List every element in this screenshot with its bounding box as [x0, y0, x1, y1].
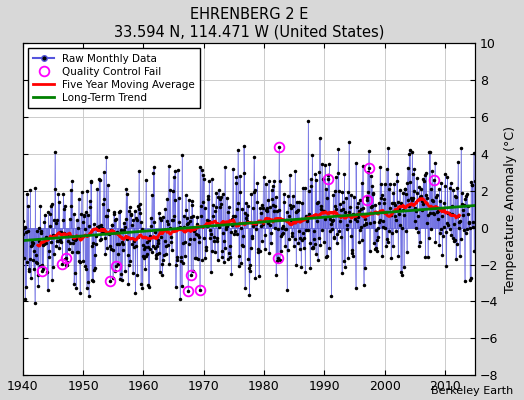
Text: Berkeley Earth: Berkeley Earth — [431, 386, 514, 396]
Legend: Raw Monthly Data, Quality Control Fail, Five Year Moving Average, Long-Term Tren: Raw Monthly Data, Quality Control Fail, … — [28, 48, 200, 108]
Title: EHRENBERG 2 E
33.594 N, 114.471 W (United States): EHRENBERG 2 E 33.594 N, 114.471 W (Unite… — [114, 7, 384, 39]
Y-axis label: Temperature Anomaly (°C): Temperature Anomaly (°C) — [504, 126, 517, 293]
